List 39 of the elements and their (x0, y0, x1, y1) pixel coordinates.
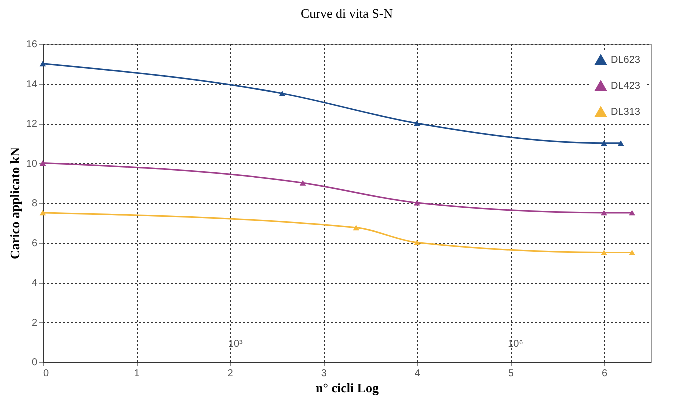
chart-title: Curve di vita S-N (300, 6, 394, 21)
y-axis-title: Carico applicato kN (7, 146, 22, 260)
y-tick-label: 14 (26, 79, 38, 90)
point (601, 210, 608, 216)
point (300, 180, 306, 186)
point (629, 210, 636, 216)
point (601, 140, 608, 146)
x-tick-label: 6 (602, 368, 608, 380)
legend-label: DL623 (611, 55, 641, 66)
y-tick-label: 12 (26, 119, 38, 130)
point (601, 250, 608, 256)
legend-label: DL313 (611, 107, 641, 118)
x-tick-label: 5 (508, 368, 514, 380)
x-tick-label: 3 (321, 368, 328, 380)
legend-label: DL423 (611, 81, 641, 92)
y-tick-label: 8 (32, 198, 38, 210)
x-tick-label: 4 (414, 368, 421, 380)
y-tick-label: 2 (32, 318, 38, 329)
point (40, 61, 46, 67)
x-tick-label: 1 (134, 368, 140, 380)
x-tick-label: 0 (44, 368, 50, 380)
point (353, 225, 360, 231)
y-tick-label: 10 (26, 158, 38, 170)
point (40, 160, 46, 166)
point (414, 200, 420, 206)
y-tick-label: 0 (32, 358, 38, 368)
x-axis-title: n° cicli Log (316, 380, 380, 396)
y-tick-label: 6 (32, 238, 38, 250)
y-tick-label: 16 (26, 40, 38, 50)
x-tick-label: 2 (228, 368, 234, 380)
point (618, 140, 624, 146)
y-tick-label: 4 (32, 278, 38, 289)
annotation: 10³ (228, 339, 244, 350)
annotation: 10⁶ (508, 339, 524, 350)
point (279, 90, 286, 96)
point (629, 250, 636, 256)
point (414, 120, 420, 126)
point (414, 240, 420, 246)
point (40, 210, 46, 216)
